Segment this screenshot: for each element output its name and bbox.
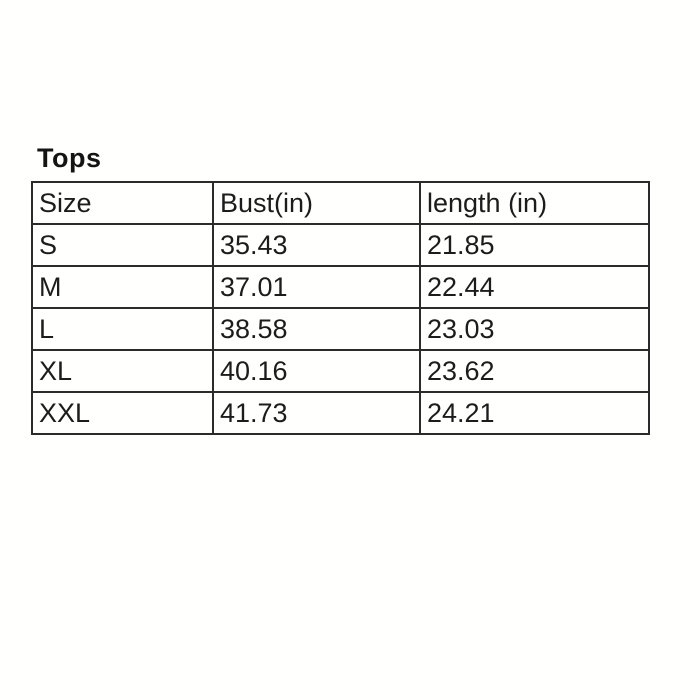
cell-bust: 41.73 — [212, 391, 421, 435]
cell-length: 21.85 — [419, 223, 650, 267]
cell-bust: 40.16 — [212, 349, 421, 393]
table-row: L 38.58 23.03 — [31, 307, 650, 351]
cell-length: 24.21 — [419, 391, 650, 435]
cell-length: 23.03 — [419, 307, 650, 351]
cell-size: S — [31, 223, 214, 267]
table-row: S 35.43 21.85 — [31, 223, 650, 267]
cell-bust: 38.58 — [212, 307, 421, 351]
cell-bust: 37.01 — [212, 265, 421, 309]
cell-length: 23.62 — [419, 349, 650, 393]
size-chart-table: Size Bust(in) length (in) S 35.43 21.85 … — [31, 181, 650, 435]
table-row: M 37.01 22.44 — [31, 265, 650, 309]
page-title: Tops — [37, 143, 102, 173]
column-header-size: Size — [31, 181, 214, 225]
cell-size: M — [31, 265, 214, 309]
cell-length: 22.44 — [419, 265, 650, 309]
table-header-row: Size Bust(in) length (in) — [31, 181, 650, 225]
cell-size: L — [31, 307, 214, 351]
cell-bust: 35.43 — [212, 223, 421, 267]
column-header-bust: Bust(in) — [212, 181, 421, 225]
table-row: XXL 41.73 24.21 — [31, 391, 650, 435]
cell-size: XXL — [31, 391, 214, 435]
column-header-length: length (in) — [419, 181, 650, 225]
table-row: XL 40.16 23.62 — [31, 349, 650, 393]
cell-size: XL — [31, 349, 214, 393]
